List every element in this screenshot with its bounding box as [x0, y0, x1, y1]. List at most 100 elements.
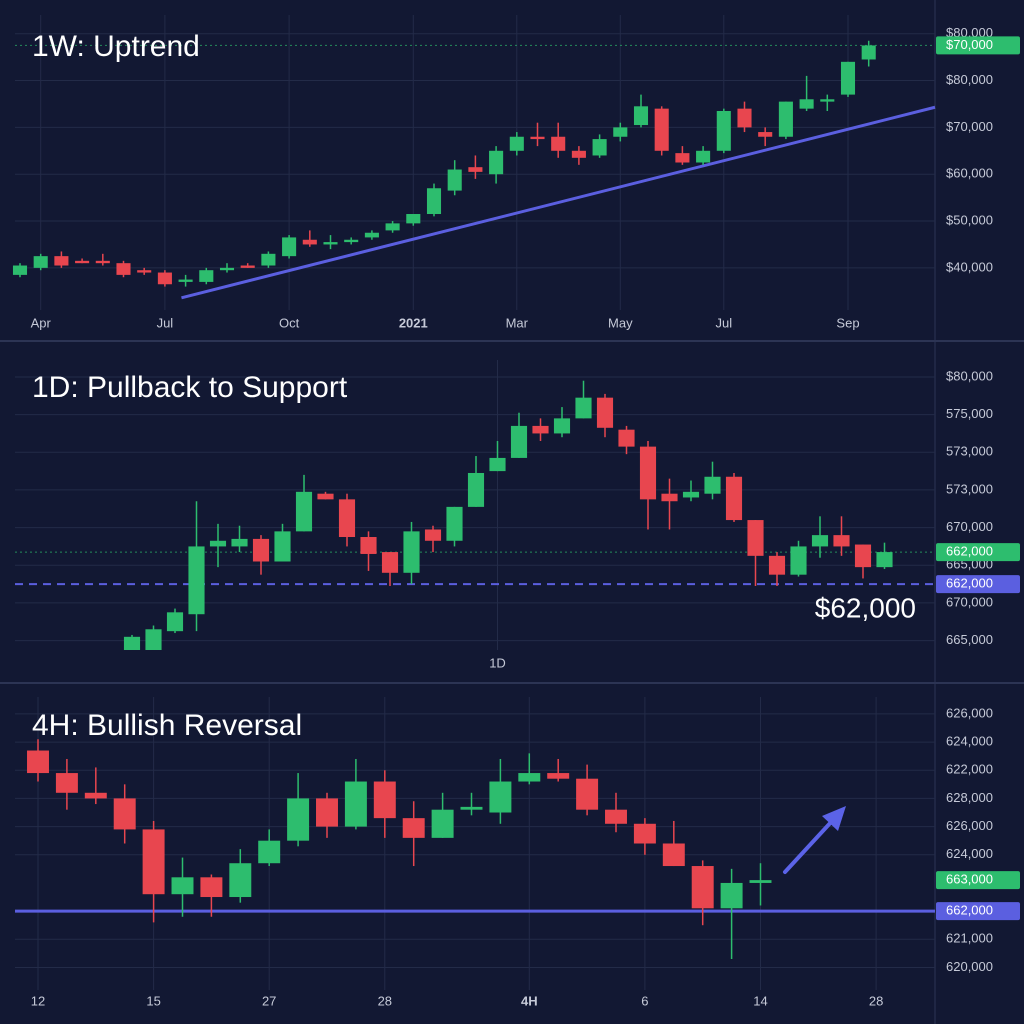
candle-body — [229, 863, 252, 898]
candle-body — [704, 476, 721, 494]
candle-body — [551, 136, 566, 151]
candle-body — [468, 167, 483, 172]
x-tick-label: Apr — [31, 315, 52, 330]
candle-body — [402, 818, 425, 838]
x-tick-label: Jul — [715, 315, 732, 330]
candle-body — [460, 806, 483, 810]
price-tag: 662,000 — [946, 544, 993, 559]
candle-body — [861, 45, 876, 60]
candle-body — [633, 106, 649, 126]
candle-body — [749, 880, 772, 883]
candle-body — [691, 866, 714, 909]
candle-body — [75, 260, 90, 264]
candle-body — [364, 232, 379, 238]
candle-body — [200, 877, 223, 898]
y-tick-label: 620,000 — [946, 959, 993, 974]
candle-body — [575, 397, 592, 419]
candle-body — [446, 506, 463, 541]
y-tick-label: 621,000 — [946, 931, 993, 946]
candle-body — [171, 877, 194, 895]
candle-body — [84, 792, 107, 799]
x-tick-label: 1D — [489, 655, 506, 670]
arrow-head — [822, 806, 846, 831]
candle-body — [778, 101, 793, 137]
price-tag-bg — [936, 871, 1020, 890]
candle-body — [820, 99, 835, 102]
candle-body — [737, 108, 752, 128]
candle-body — [854, 544, 872, 568]
candle-body — [613, 127, 628, 137]
candle-body — [261, 253, 276, 266]
candle-body — [654, 108, 669, 151]
candle-body — [424, 529, 442, 541]
candle-body — [799, 99, 814, 109]
x-tick-label: 6 — [641, 993, 648, 1008]
y-tick-label: 628,000 — [946, 790, 993, 805]
y-tick-label: 665,000 — [946, 632, 993, 647]
panel-title: 1D: Pullback to Support — [32, 371, 348, 404]
candle-body — [790, 546, 807, 575]
support-tag: 662,000 — [946, 576, 993, 591]
candle-body — [219, 267, 235, 271]
candle-body — [240, 265, 255, 268]
y-tick-label: $40,000 — [946, 259, 993, 274]
x-tick-label: Oct — [279, 315, 300, 330]
candle-body — [758, 132, 773, 137]
candle-body — [571, 150, 586, 158]
support-tag: 662,000 — [946, 903, 993, 918]
candle-body — [509, 136, 524, 151]
candle-body — [489, 781, 512, 813]
panel-title: 1W: Uptrend — [32, 30, 200, 63]
candle-body — [145, 629, 162, 650]
trendline — [181, 105, 936, 300]
candle-body — [532, 425, 549, 434]
candle-body — [553, 418, 571, 434]
candle-body — [510, 425, 528, 458]
panel-title: 4H: Bullish Reversal — [32, 709, 302, 742]
candle-body — [675, 153, 690, 163]
candle-body — [188, 546, 205, 615]
candle-body — [295, 491, 313, 532]
price-tag-bg — [936, 543, 1020, 562]
candle-body — [682, 491, 700, 498]
y-tick-label: $80,000 — [946, 368, 993, 383]
candle-body — [27, 750, 49, 774]
candle-body — [252, 538, 270, 562]
candle-body — [274, 531, 291, 562]
x-tick-label: 15 — [146, 993, 160, 1008]
candle-body — [467, 472, 485, 507]
y-tick-label: $60,000 — [946, 166, 993, 181]
candle-body — [360, 537, 377, 554]
x-tick-label: 28 — [869, 993, 883, 1008]
candle-body — [661, 493, 678, 502]
candle-body — [287, 798, 310, 841]
candle-body — [316, 798, 338, 827]
x-tick-label: 14 — [753, 993, 767, 1008]
x-tick-label: Jul — [157, 315, 174, 330]
support-tag-bg — [936, 575, 1020, 594]
candle-body — [157, 272, 172, 285]
candle-body — [547, 773, 570, 779]
candle-body — [54, 256, 69, 266]
candle-body — [344, 781, 367, 827]
candle-body — [431, 809, 454, 838]
candle-body — [209, 540, 227, 547]
candle-body — [302, 239, 317, 245]
candle-body — [489, 150, 504, 175]
candle-body — [12, 265, 28, 275]
candle-body — [137, 270, 152, 273]
candle-body — [592, 139, 607, 156]
price-tag: 663,000 — [946, 872, 993, 887]
y-tick-label: 626,000 — [946, 818, 993, 833]
candle-body — [720, 882, 743, 909]
candle-body — [696, 150, 711, 163]
candle-body — [768, 555, 786, 575]
y-tick-label: 670,000 — [946, 594, 993, 609]
candle-body — [618, 429, 635, 447]
reversal-arrow — [783, 806, 846, 874]
candle-body — [317, 493, 334, 500]
y-tick-label: 573,000 — [946, 444, 993, 459]
candle-body — [530, 136, 545, 140]
candle-body — [403, 531, 420, 573]
